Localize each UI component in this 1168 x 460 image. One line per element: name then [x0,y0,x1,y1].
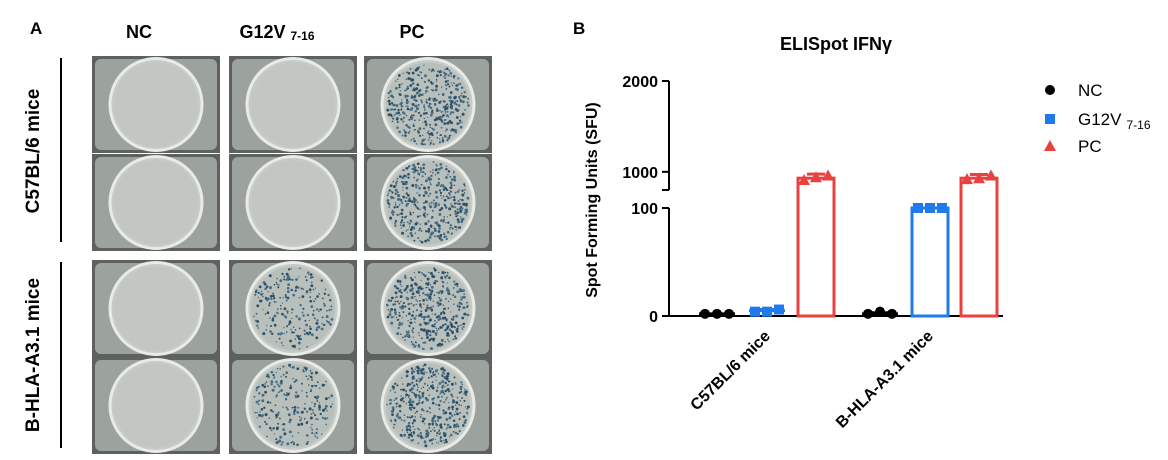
data-point [887,308,897,319]
data-point [875,306,885,317]
bar [959,176,999,318]
y-tick-label: 2000 [622,74,658,91]
legend-marker [1045,85,1055,95]
elispot-well-image [92,56,220,153]
elispot-well-image [92,357,220,454]
elispot-well-image [229,154,357,251]
legend-label: NC [1078,81,1103,100]
legend-label: PC [1078,137,1102,156]
legend-label: G12V 7-16 [1078,110,1151,132]
data-point [913,203,923,213]
column-header-nc: NC [126,22,152,42]
data-point [700,308,710,319]
data-point [774,304,784,315]
data-point [712,308,722,319]
data-point [937,203,947,213]
x-category-label: B-HLA-A3.1 mice [833,328,937,432]
panel-b-letter: B [573,19,586,38]
y-tick-label: 0 [649,309,658,326]
bar [796,176,836,318]
row-bracket-c57bl6 [60,58,62,242]
data-point [961,173,973,185]
elispot-well-image [92,260,220,357]
column-header-pc: PC [399,22,425,42]
data-point [762,306,772,317]
elispot-well-image [364,154,492,251]
elispot-well-image [229,357,357,454]
row-bracket-bhla [60,262,62,448]
y-tick-label: 100 [631,201,658,218]
chart-title: ELISpot IFNγ [780,34,892,54]
data-point [750,306,760,317]
column-header-g12v: G12V 7-16 [239,22,315,43]
data-point [985,169,997,181]
data-point [863,308,873,319]
legend-marker [1044,140,1056,151]
elispot-well-image [364,357,492,454]
panel-a-letter: A [30,19,43,38]
data-point [810,171,822,183]
data-point [798,174,810,186]
elispot-well-image [364,260,492,357]
y-tick-label: 1000 [622,165,658,182]
data-point [822,169,834,181]
data-point [925,203,935,213]
data-point [724,308,734,319]
bar [910,206,950,318]
elispot-well-image [229,56,357,153]
data-point [973,172,985,184]
elispot-well-image [364,56,492,153]
y-axis-label: Spot Forming Units (SFU) [584,102,601,298]
elispot-well-image [229,260,357,357]
elispot-well-image [92,154,220,251]
x-category-label: C57BL/6 mice [688,328,774,414]
legend-marker [1045,114,1055,124]
